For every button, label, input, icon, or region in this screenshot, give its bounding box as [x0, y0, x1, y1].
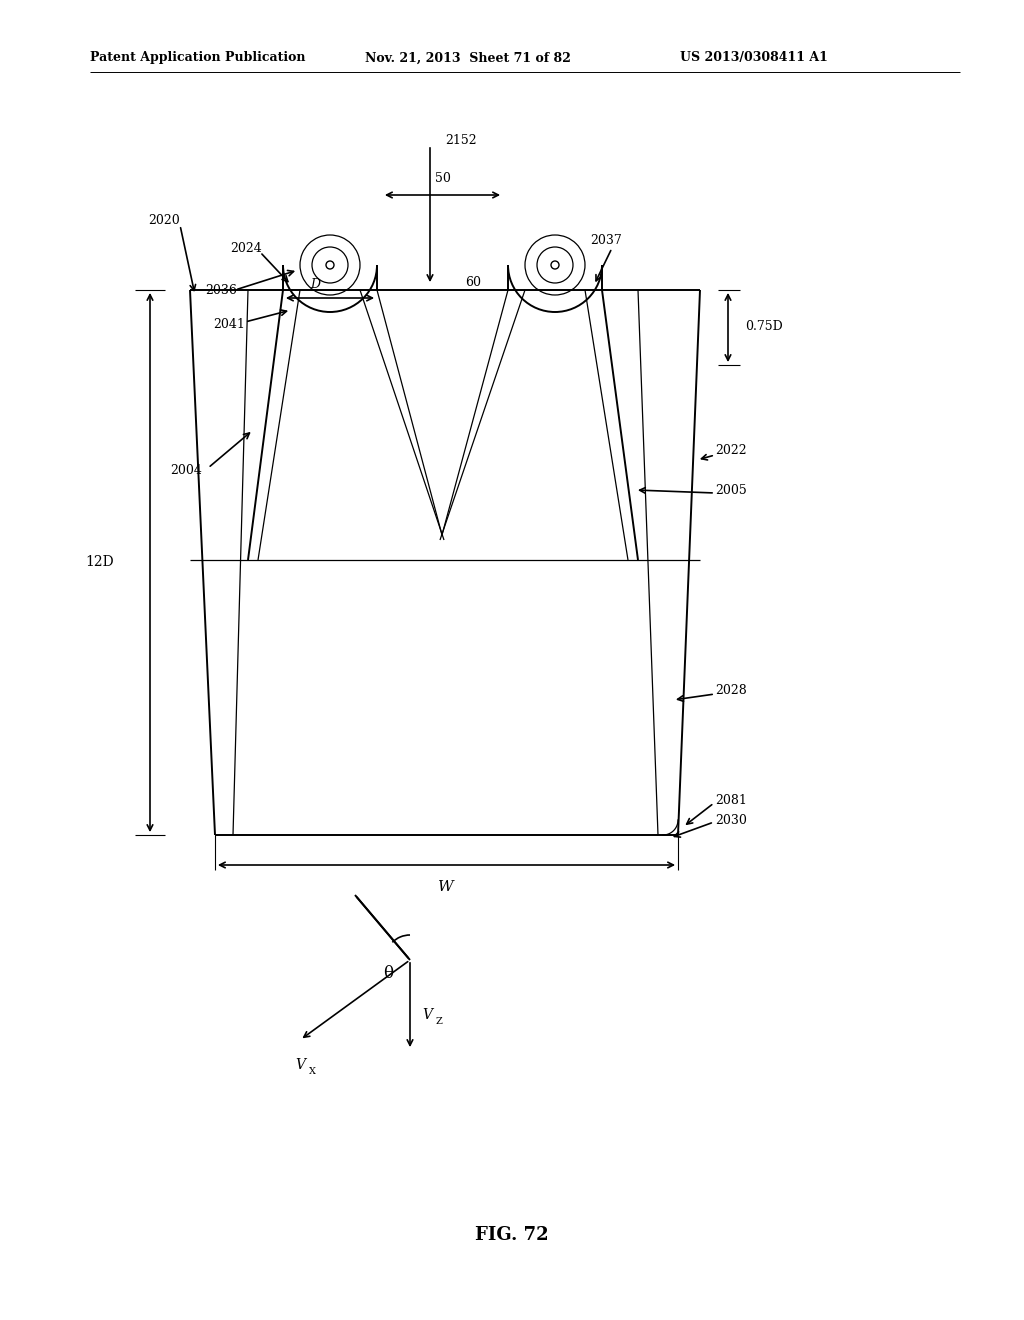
Text: 12D: 12D [86, 554, 115, 569]
Circle shape [326, 261, 334, 269]
Text: X: X [309, 1068, 316, 1077]
Text: US 2013/0308411 A1: US 2013/0308411 A1 [680, 51, 827, 65]
Text: V: V [422, 1008, 432, 1022]
Text: 2004: 2004 [170, 463, 202, 477]
Circle shape [551, 261, 559, 269]
Text: Z: Z [436, 1018, 442, 1027]
Text: 2022: 2022 [715, 444, 746, 457]
Text: 2005: 2005 [715, 483, 746, 496]
Text: 2020: 2020 [148, 214, 180, 227]
Text: 2036: 2036 [205, 284, 237, 297]
Text: 60: 60 [465, 276, 481, 289]
Text: 2037: 2037 [590, 234, 622, 247]
Text: 50: 50 [435, 172, 451, 185]
Text: θ: θ [383, 965, 393, 982]
Text: 2024: 2024 [230, 242, 262, 255]
Text: Nov. 21, 2013  Sheet 71 of 82: Nov. 21, 2013 Sheet 71 of 82 [365, 51, 570, 65]
Text: W: W [438, 880, 454, 894]
Text: 2152: 2152 [445, 133, 476, 147]
Text: 2030: 2030 [715, 813, 746, 826]
Text: 2041: 2041 [213, 318, 245, 331]
Text: V: V [295, 1059, 305, 1072]
Text: FIG. 72: FIG. 72 [475, 1226, 549, 1243]
Text: 2081: 2081 [715, 793, 746, 807]
Text: D: D [310, 277, 319, 290]
Text: 2028: 2028 [715, 684, 746, 697]
Text: Patent Application Publication: Patent Application Publication [90, 51, 305, 65]
Text: 0.75D: 0.75D [745, 321, 782, 334]
